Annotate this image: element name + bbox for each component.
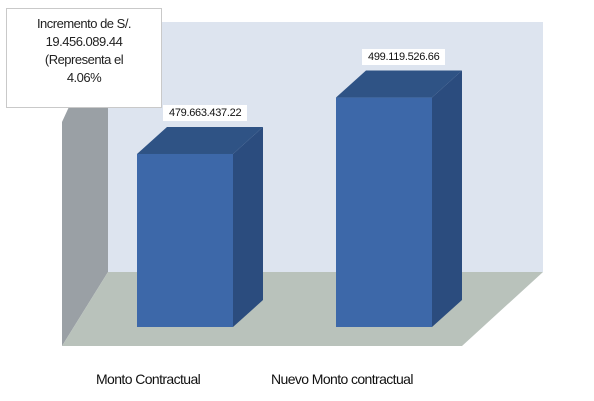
bar-top-1 [336,70,462,98]
category-label-nuevo-monto: Nuevo Monto contractual [271,371,413,387]
floor [62,272,543,346]
callout-line-1: Incremento de S/. [36,16,132,31]
data-label-nuevo-monto: 499.119.526.66 [362,48,446,65]
bar-top-0 [137,126,263,154]
callout-line-2: 19.456.089.44 [45,34,123,49]
increment-callout: Incremento de S/. 19.456.089.44 (Represe… [6,8,162,108]
bar-1 [336,97,432,327]
bar-side-0 [233,126,263,327]
bar-side-1 [432,70,462,327]
callout-line-4: 4.06% [66,70,102,85]
category-label-monto-contractual: Monto Contractual [96,371,201,387]
bars-group [137,70,462,327]
bar-0 [137,153,233,327]
data-label-monto-contractual: 479.663.437.22 [163,104,248,121]
callout-line-3: (Representa el [44,52,124,67]
